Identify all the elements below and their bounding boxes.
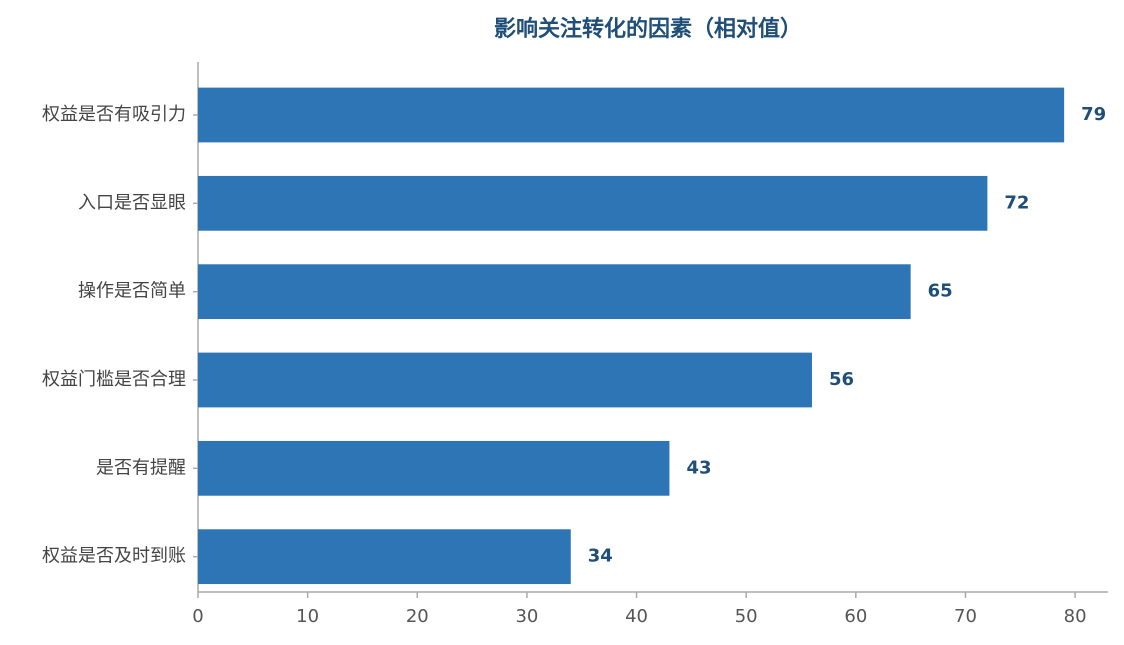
bar (198, 175, 988, 231)
x-tick-label: 20 (406, 606, 429, 627)
y-tick-label: 操作是否简单 (78, 281, 186, 302)
x-tick-label: 30 (515, 606, 538, 627)
value-label: 65 (928, 281, 953, 302)
value-label: 43 (686, 457, 711, 478)
x-tick-label: 80 (1064, 606, 1087, 627)
y-tick-label: 权益是否有吸引力 (42, 104, 186, 125)
bar (198, 264, 911, 320)
x-tick-label: 70 (954, 606, 977, 627)
x-tick-label: 0 (192, 606, 203, 627)
y-tick-label: 权益门槛是否合理 (42, 369, 186, 390)
value-label: 34 (588, 546, 613, 567)
bar (198, 87, 1065, 143)
x-tick-label: 50 (735, 606, 758, 627)
value-label: 72 (1004, 192, 1029, 213)
y-tick-label: 是否有提醒 (96, 457, 186, 478)
bar (198, 529, 571, 585)
x-tick-label: 40 (625, 606, 648, 627)
bar (198, 440, 670, 496)
bar (198, 352, 812, 408)
y-tick-label: 入口是否显眼 (78, 192, 186, 213)
x-tick-label: 60 (844, 606, 867, 627)
x-tick-label: 10 (296, 606, 319, 627)
value-label: 79 (1081, 104, 1106, 125)
chart-title: 影响关注转化的因素（相对值） (494, 16, 802, 42)
value-label: 56 (829, 369, 854, 390)
y-tick-label: 权益是否及时到账 (42, 546, 186, 567)
